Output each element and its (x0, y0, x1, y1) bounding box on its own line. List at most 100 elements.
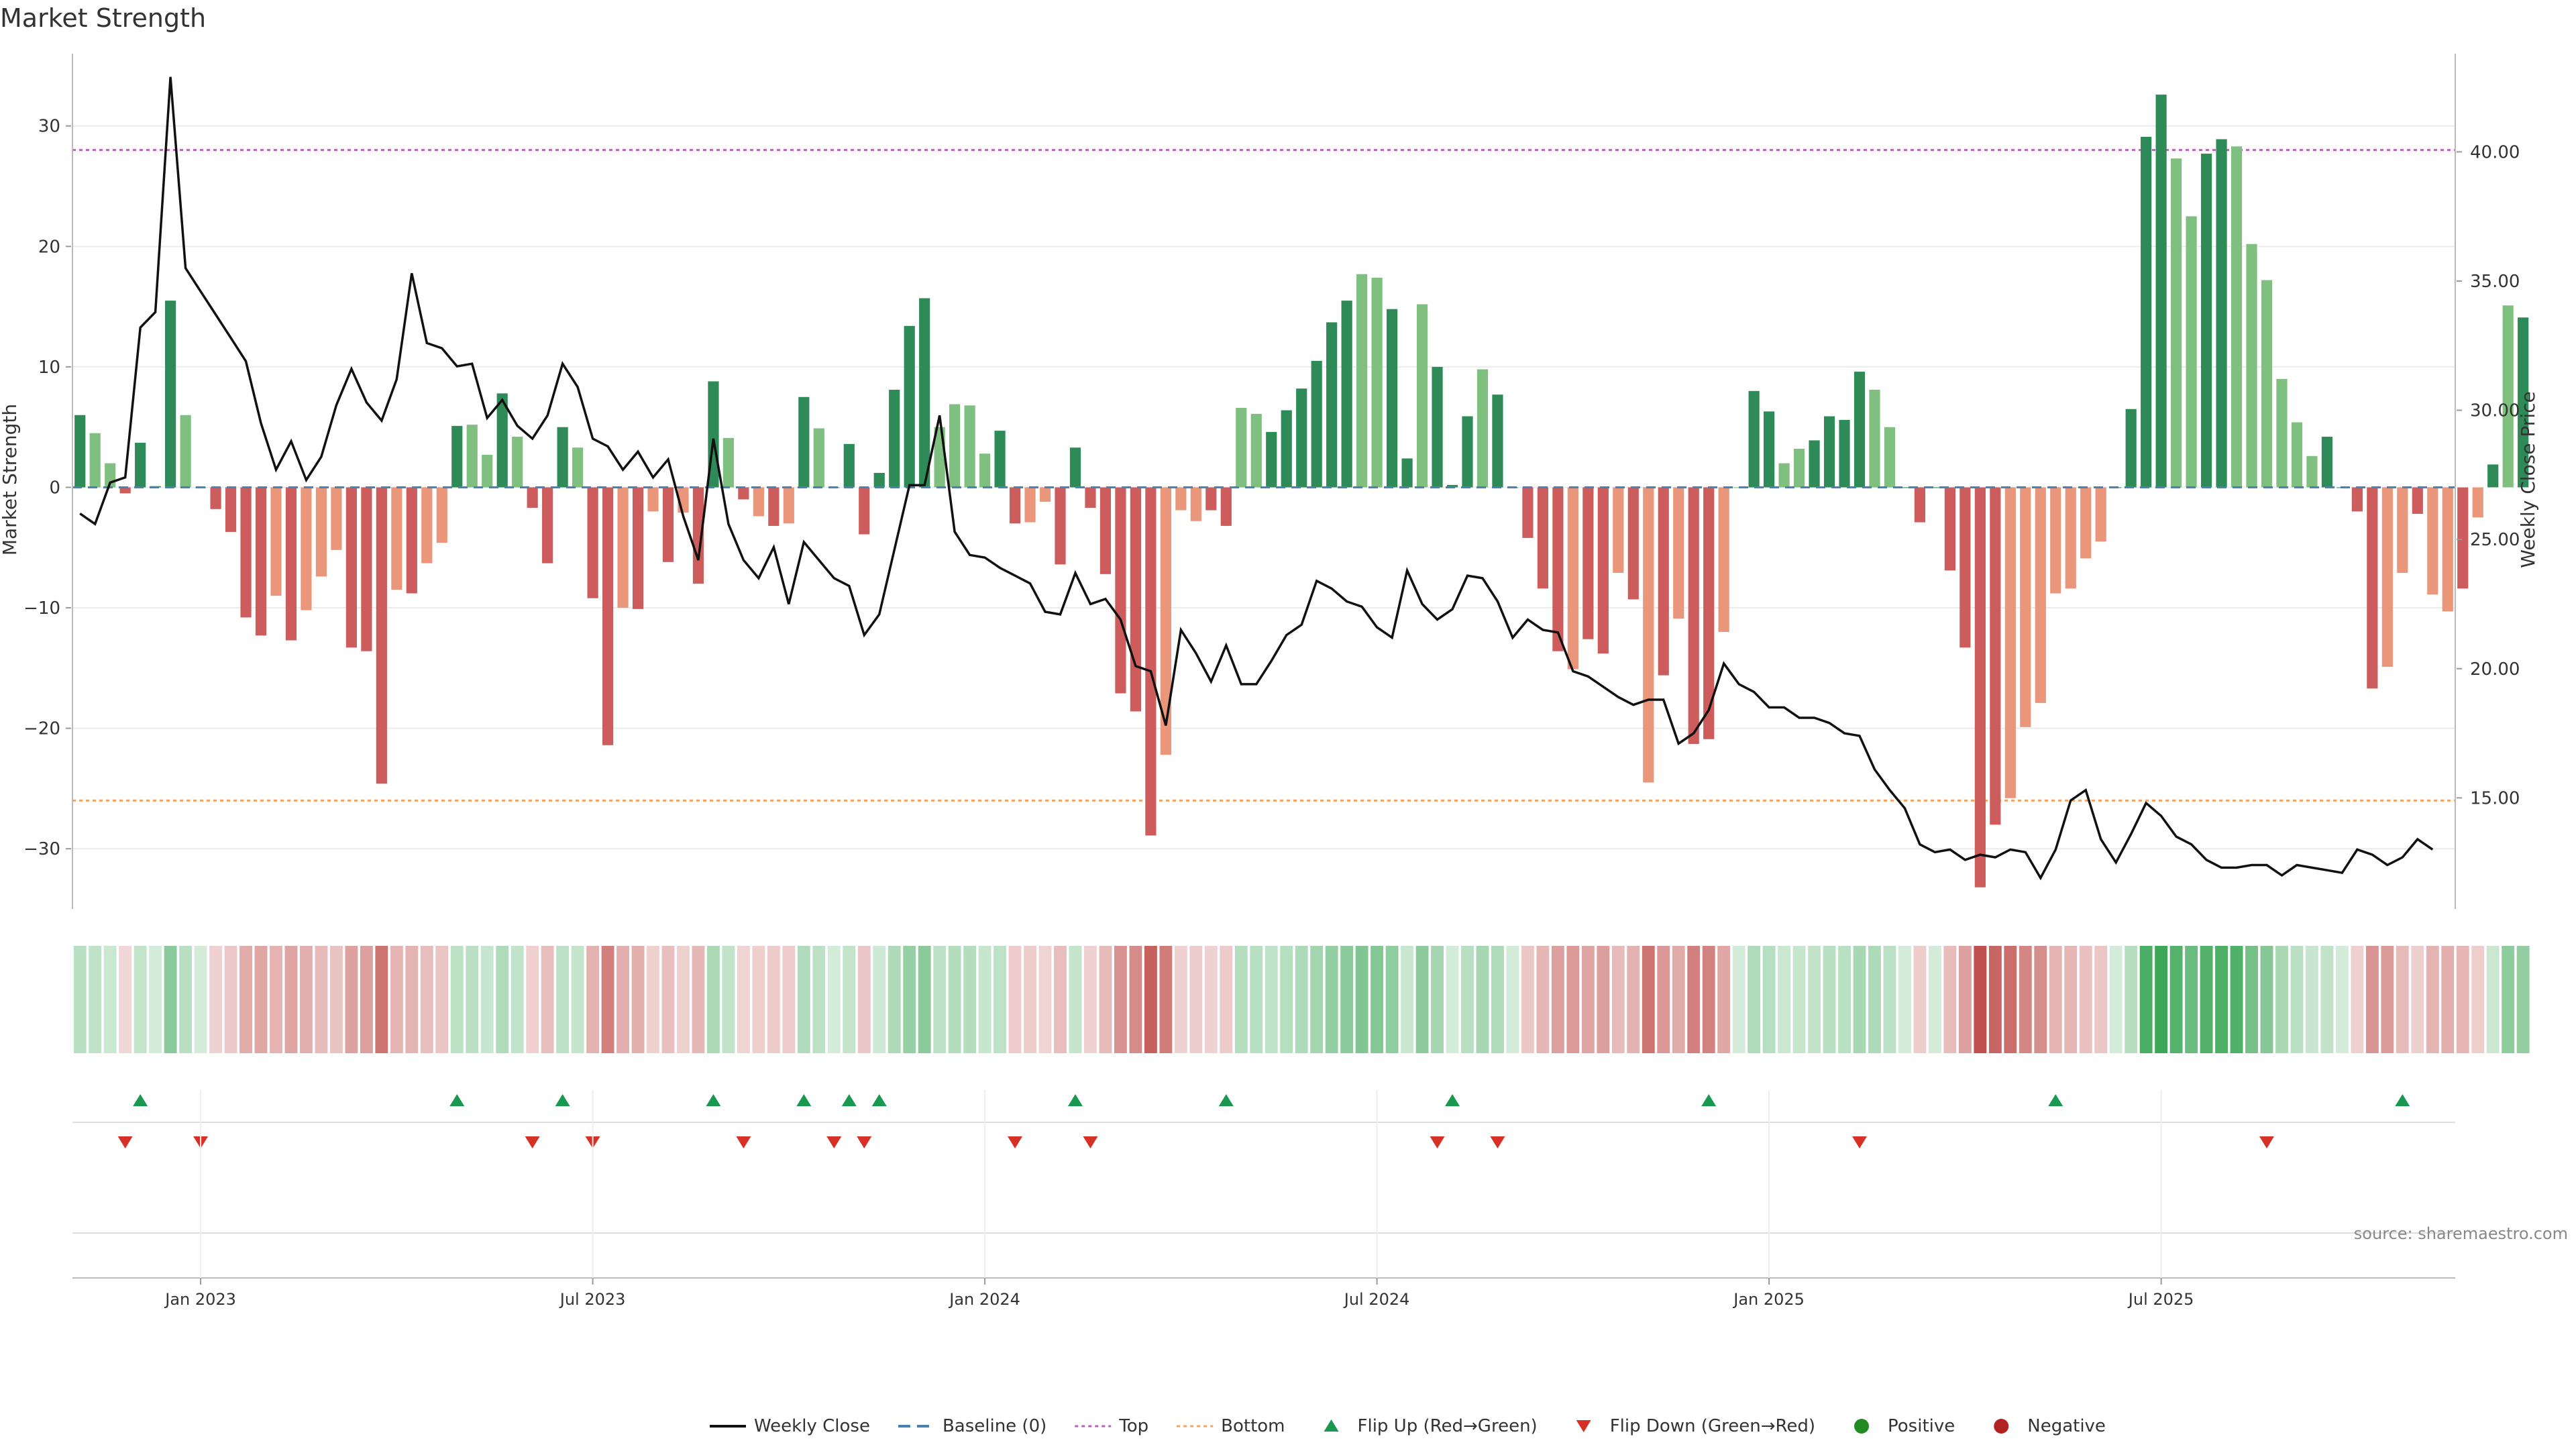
strength-bar (1778, 463, 1790, 488)
x-tick-label: Jul 2023 (559, 1290, 626, 1309)
strength-bar (2412, 487, 2423, 514)
strength-bar (904, 325, 915, 488)
y-tick-label: 10 (38, 358, 60, 378)
heatmap-cell (2381, 946, 2394, 1053)
heatmap-cell (315, 946, 328, 1053)
heatmap-cell (2215, 946, 2228, 1053)
heatmap-cell (1672, 946, 1685, 1053)
strength-bar (2502, 305, 2514, 488)
heatmap-cell (2502, 946, 2515, 1053)
strength-bar (1401, 458, 1413, 488)
strength-bar (2457, 487, 2469, 589)
y2-tick-label: 30.00 (2470, 401, 2520, 421)
strength-bar (74, 415, 86, 488)
heatmap-cell (1988, 946, 2002, 1053)
strength-heatmap-strip (73, 946, 2530, 1053)
strength-bar (2321, 437, 2333, 488)
heatmap-cell (2185, 946, 2198, 1053)
heatmap-cell (1204, 946, 1218, 1053)
strength-bar (2397, 487, 2408, 573)
strength-bar (1899, 487, 1911, 488)
x-tick-label: Jan 2024 (948, 1290, 1020, 1309)
strength-bar (1069, 447, 1081, 488)
strength-bar (1703, 487, 1715, 739)
strength-bar (345, 487, 357, 648)
y2-tick-label: 25.00 (2470, 530, 2520, 550)
strength-bar (1869, 390, 1880, 488)
heatmap-cell (2275, 946, 2288, 1053)
y-axis-label: Market Strength (0, 404, 21, 555)
heatmap-cell (1325, 946, 1338, 1053)
heatmap-cell (2456, 946, 2469, 1053)
heatmap-cell (1144, 946, 1157, 1053)
strength-bar (1371, 278, 1383, 488)
x-tick-label: Jul 2024 (1343, 1290, 1410, 1309)
heatmap-cell (2200, 946, 2213, 1053)
strength-bar (768, 487, 780, 526)
strength-bar (225, 487, 237, 532)
strength-bar (2261, 280, 2273, 488)
heatmap-cell (1310, 946, 1324, 1053)
strength-bar (979, 453, 991, 488)
strength-bar (1764, 411, 1775, 488)
heatmap-cell (239, 946, 252, 1053)
strength-bar (1793, 449, 1805, 488)
chart-title: Market Strength (0, 3, 206, 33)
strength-bar (1160, 487, 1171, 755)
heatmap-cell (797, 946, 810, 1053)
heatmap-cell (1189, 946, 1203, 1053)
x-tick-label: Jan 2025 (1732, 1290, 1805, 1309)
heatmap-cell (1265, 946, 1278, 1053)
strength-bar (1522, 487, 1534, 538)
heatmap-cell (119, 946, 132, 1053)
strength-bar (1884, 427, 1896, 488)
strength-bar (1115, 487, 1126, 694)
heatmap-cell (2365, 946, 2379, 1053)
heatmap-cell (2335, 946, 2349, 1053)
heatmap-cell (2426, 946, 2439, 1053)
heatmap-cell (843, 946, 856, 1053)
strength-bar (119, 487, 131, 494)
strength-bar (1386, 309, 1398, 488)
strength-bar (1658, 487, 1669, 676)
strength-bar (406, 487, 417, 594)
heatmap-cell (2139, 946, 2153, 1053)
strength-bars (74, 95, 2529, 888)
y2-tick-label: 15.00 (2470, 788, 2520, 808)
legend-swatch (1576, 1420, 1591, 1432)
heatmap-cell (496, 946, 509, 1053)
heatmap-cell (209, 946, 223, 1053)
heatmap-cell (571, 946, 584, 1053)
strength-bar (2291, 422, 2303, 488)
heatmap-cell (179, 946, 193, 1053)
strength-bar (1175, 487, 1187, 511)
strength-bar (2200, 154, 2212, 488)
heatmap-cell (1838, 946, 1851, 1053)
strength-bar (1145, 487, 1157, 836)
heatmap-cell (2441, 946, 2455, 1053)
strength-bar (1944, 487, 1955, 571)
heatmap-cell (2155, 946, 2168, 1053)
heatmap-cell (149, 946, 162, 1053)
strength-bar (1356, 274, 1368, 488)
strength-bar (2065, 487, 2076, 589)
heatmap-cell (270, 946, 282, 1053)
strength-bar (1250, 413, 1262, 488)
flip-down-marker (736, 1136, 751, 1148)
flip-up-marker (2395, 1094, 2410, 1106)
strength-bar (1914, 487, 1926, 523)
strength-bar (1341, 301, 1352, 488)
heatmap-cell (345, 946, 358, 1053)
strength-bar (2155, 95, 2167, 488)
heatmap-cell (1597, 946, 1610, 1053)
flip-up-marker (1445, 1094, 1460, 1106)
heatmap-cell (2290, 946, 2304, 1053)
heatmap-cell (737, 946, 750, 1053)
heatmap-cell (1371, 946, 1384, 1053)
strength-bar (1673, 487, 1684, 619)
strength-bar (240, 487, 252, 618)
strength-bar (2381, 487, 2393, 667)
strength-bar (602, 487, 614, 745)
strength-bar (466, 425, 478, 488)
flip-down-marker (525, 1136, 540, 1148)
